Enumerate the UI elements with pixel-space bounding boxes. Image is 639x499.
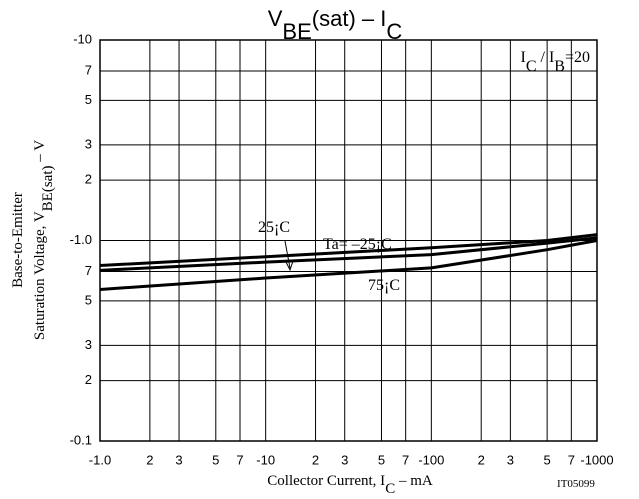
y-tick-label: -0.1 — [70, 432, 92, 447]
x-tick-label: 5 — [378, 452, 385, 467]
y-tick-label: 2 — [85, 172, 92, 187]
label-arrowhead — [285, 260, 294, 272]
x-tick-label: -1.0 — [89, 452, 111, 467]
x-tick-label: 3 — [507, 452, 514, 467]
annotation-part: / I — [537, 49, 555, 66]
title-part: V — [268, 6, 283, 31]
y-tick-label: -1.0 — [70, 232, 92, 247]
x-tick-label: -100 — [418, 452, 444, 467]
series-label: Ta= –25¡C — [323, 236, 392, 253]
x-tick-label: -1000 — [580, 452, 613, 467]
figure-code: IT05099 — [557, 478, 595, 490]
y-axis-label: Base-to-Emitter — [10, 192, 26, 288]
x-tick-label: 7 — [236, 452, 243, 467]
y-tick-label: 7 — [85, 62, 92, 77]
x-tick-label: 3 — [341, 452, 348, 467]
series-label: 25¡C — [258, 219, 290, 236]
y-label-part: Saturation Voltage, V — [32, 211, 48, 340]
series-line — [99, 236, 598, 272]
y-tick-label: 3 — [85, 337, 92, 352]
annotation-part: =20 — [565, 49, 590, 66]
annotation-sub: C — [526, 58, 537, 75]
y-tick-label: 5 — [85, 92, 92, 107]
x-tick-label: 2 — [478, 452, 485, 467]
series-line — [99, 233, 598, 268]
x-label-sub: C — [385, 481, 395, 497]
x-tick-label: -10 — [256, 452, 275, 467]
x-label-part: – mA — [395, 473, 433, 489]
y-tick-label: 2 — [85, 372, 92, 387]
title-sub: C — [386, 19, 402, 44]
y-tick-label: 5 — [85, 292, 92, 307]
annotation-sub: B — [554, 58, 565, 75]
x-tick-label: 7 — [402, 452, 409, 467]
y-label-sub: BE(sat) — [40, 165, 56, 211]
y-tick-label: 3 — [85, 136, 92, 151]
x-tick-label: 2 — [146, 452, 153, 467]
x-tick-label: 2 — [312, 452, 319, 467]
x-label-part: Collector Current, I — [267, 473, 385, 489]
y-tick-label: 7 — [85, 263, 92, 278]
title-part: (sat) – I — [312, 6, 387, 31]
x-tick-label: 5 — [212, 452, 219, 467]
y-axis-label: Saturation Voltage, VBE(sat) – V — [32, 140, 56, 340]
series-label: 75¡C — [368, 277, 400, 294]
x-tick-label: 7 — [568, 452, 575, 467]
chart-title: VBE(sat) – IC — [268, 6, 403, 44]
y-tick-label: -10 — [73, 31, 92, 46]
y-label-part: – V — [32, 140, 48, 166]
x-axis-label: Collector Current, IC – mA — [267, 473, 433, 497]
x-tick-label: 3 — [175, 452, 182, 467]
annotation-part: I — [521, 49, 526, 66]
series-line — [99, 239, 598, 291]
x-tick-label: 5 — [544, 452, 551, 467]
